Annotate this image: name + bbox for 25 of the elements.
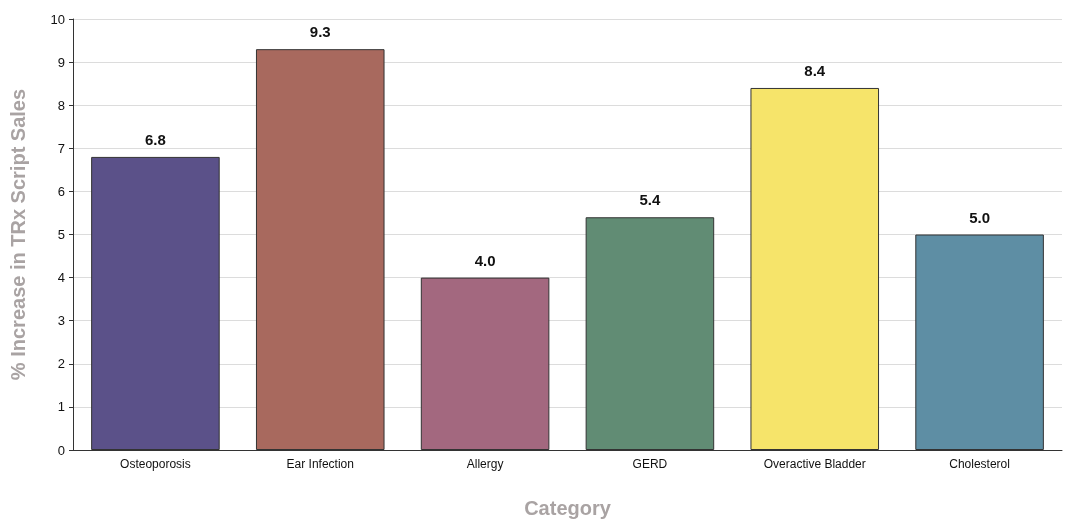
x-tick-label: Ear Infection — [286, 457, 354, 471]
data-label: 5.4 — [639, 191, 661, 209]
y-tick-label: 4 — [57, 270, 65, 286]
x-tick-label: Cholesterol — [949, 457, 1010, 471]
data-label: 6.8 — [144, 130, 166, 148]
y-tick-label: 7 — [57, 140, 65, 156]
y-tick-label: 1 — [57, 399, 65, 415]
y-tick-label: 10 — [50, 11, 65, 27]
y-axis-title: % Increase in TRx Script Sales — [7, 88, 29, 381]
x-axis-title: Category — [524, 497, 612, 519]
y-tick-label: 6 — [57, 183, 65, 199]
x-tick-label: GERD — [632, 457, 668, 471]
y-tick-label: 9 — [57, 54, 65, 70]
x-tick-label: Allergy — [466, 457, 504, 471]
y-tick-label: 8 — [57, 97, 65, 113]
y-tick-label: 3 — [57, 313, 65, 329]
data-label: 5.0 — [969, 208, 991, 226]
data-label: 4.0 — [474, 251, 496, 269]
y-tick-label: 0 — [57, 442, 65, 458]
data-label: 8.4 — [804, 61, 826, 79]
x-tick-label: Overactive Bladder — [763, 457, 866, 471]
x-tick-label: Osteoporosis — [120, 457, 191, 471]
y-tick-label: 2 — [57, 356, 65, 372]
data-label: 9.3 — [309, 23, 331, 41]
y-tick-label: 5 — [57, 227, 65, 242]
